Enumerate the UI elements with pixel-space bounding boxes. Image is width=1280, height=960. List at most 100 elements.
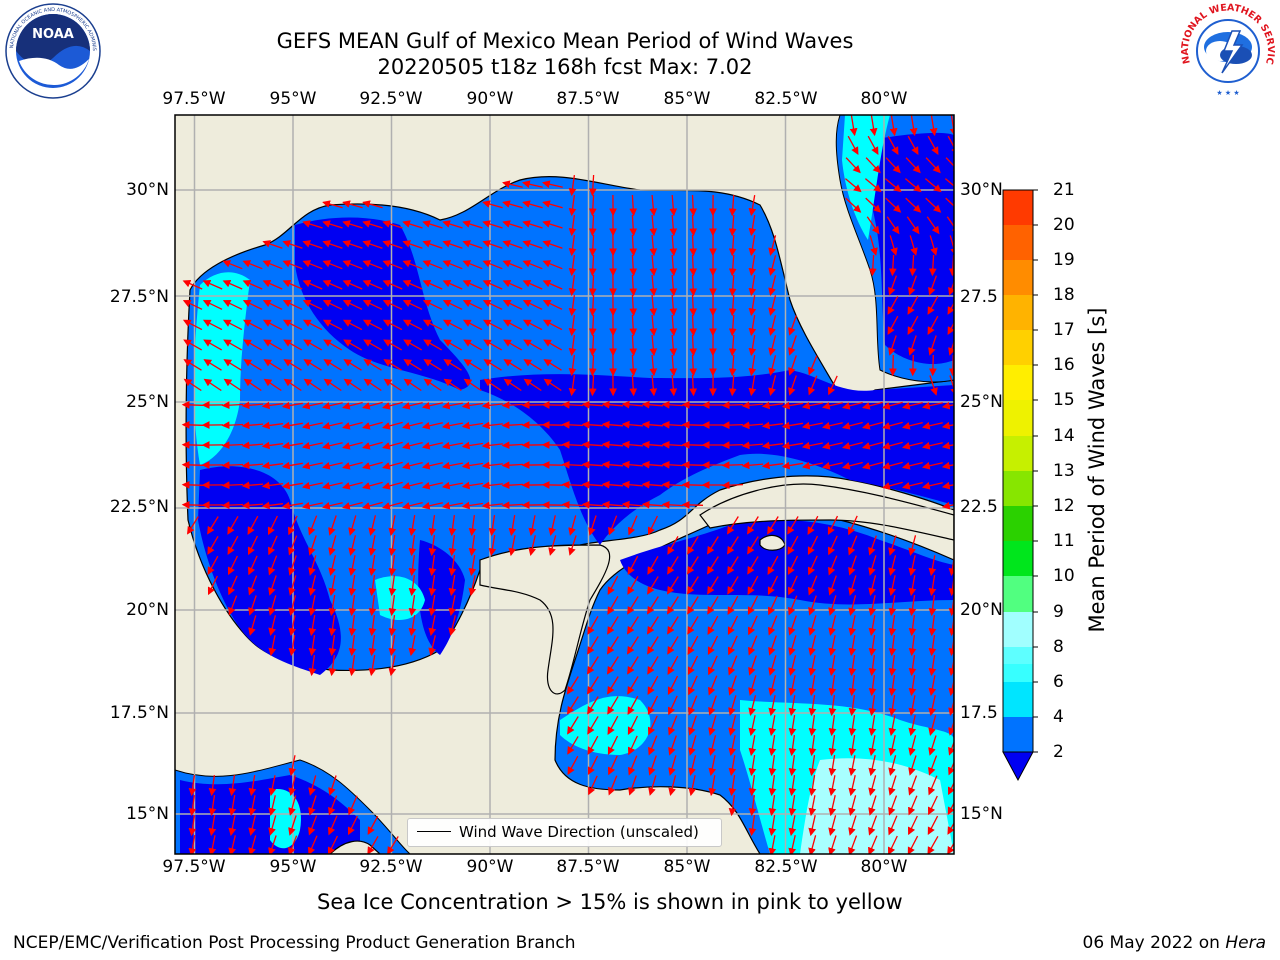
wind-wave-arrow [301, 441, 323, 450]
wind-wave-arrow [948, 656, 954, 677]
wind-wave-arrow [522, 319, 543, 331]
wind-wave-arrow [542, 319, 563, 331]
wind-wave-arrow [408, 575, 417, 597]
wind-wave-arrow [322, 220, 343, 229]
wind-wave-arrow [308, 815, 318, 836]
wind-wave-arrow [587, 696, 599, 715]
wind-wave-arrow [288, 835, 298, 854]
wind-wave-arrow [669, 334, 678, 357]
wind-wave-arrow [442, 299, 463, 310]
wind-wave-arrow [522, 260, 543, 270]
wind-wave-arrow [528, 535, 536, 556]
wind-wave-arrow [788, 815, 797, 837]
wind-wave-arrow [421, 461, 443, 470]
wind-wave-arrow [741, 401, 764, 410]
wind-wave-arrow [428, 575, 437, 597]
wind-wave-arrow [862, 401, 883, 410]
wind-wave-arrow [388, 634, 397, 657]
wind-wave-arrow [748, 274, 757, 297]
wind-wave-arrow [928, 275, 938, 296]
wind-wave-arrow [542, 200, 563, 209]
wind-wave-arrow [848, 535, 858, 556]
wind-wave-arrow [908, 695, 917, 717]
wind-wave-arrow [308, 835, 318, 854]
wind-wave-arrow [588, 294, 597, 317]
wind-wave-arrow [482, 240, 503, 249]
wind-wave-arrow [462, 220, 483, 229]
wind-wave-arrow [627, 596, 639, 615]
wind-wave-arrow [681, 440, 704, 449]
wind-wave-arrow [348, 555, 357, 577]
wind-wave-arrow [302, 220, 323, 229]
wind-wave-arrow [828, 655, 837, 677]
wind-wave-arrow [689, 334, 698, 357]
wind-wave-arrow [788, 675, 797, 697]
wind-wave-arrow [322, 402, 343, 410]
wind-wave-arrow [727, 635, 738, 656]
wind-wave-arrow [888, 655, 897, 677]
wind-wave-arrow [202, 299, 223, 310]
wind-wave-arrow [647, 636, 659, 655]
wind-wave-arrow [947, 135, 954, 155]
lon-tick-bottom: 95°W [269, 857, 317, 877]
wind-wave-arrow [868, 755, 877, 777]
wind-wave-arrow [948, 615, 954, 637]
wind-wave-arrow [242, 280, 263, 290]
colorbar-tick-label: 8 [1053, 637, 1064, 657]
wind-wave-arrow [483, 339, 503, 351]
wind-wave-arrow [268, 635, 277, 657]
wind-wave-arrow [627, 575, 639, 595]
wind-wave-arrow [621, 460, 644, 469]
wind-wave-arrow [481, 481, 503, 490]
wind-wave-arrow [647, 576, 659, 595]
wind-wave-arrow [268, 815, 277, 836]
wind-wave-arrow [263, 339, 283, 351]
wind-wave-arrow [403, 339, 423, 351]
wind-wave-arrow [689, 254, 698, 277]
wind-wave-arrow [728, 314, 737, 337]
wind-wave-arrow [302, 260, 323, 270]
wind-wave-arrow [707, 576, 719, 595]
wind-wave-arrow [669, 234, 678, 257]
wind-wave-arrow [347, 815, 358, 836]
wind-wave-arrow [708, 775, 717, 797]
wind-wave-arrow [523, 339, 543, 351]
wind-wave-arrow [908, 775, 918, 796]
wind-wave-arrow [442, 260, 463, 270]
wind-wave-arrow [669, 314, 678, 337]
wind-wave-arrow [748, 795, 757, 817]
colorbar-segment [1003, 295, 1033, 330]
wind-wave-arrow [828, 615, 837, 636]
wind-wave-arrow [728, 675, 737, 696]
wind-wave-arrow [867, 135, 879, 155]
wind-wave-arrow [181, 500, 204, 509]
wind-wave-arrow [681, 460, 704, 469]
wind-wave-arrow [241, 481, 264, 490]
wind-wave-arrow [761, 441, 783, 450]
wind-wave-arrow [462, 240, 483, 249]
wind-wave-arrow [888, 335, 897, 356]
wind-wave-arrow [607, 735, 619, 756]
wind-wave-arrow [907, 135, 919, 155]
wind-wave-arrow [383, 378, 402, 392]
wind-wave-arrow [927, 295, 939, 315]
wind-wave-arrow [888, 275, 898, 296]
wind-wave-arrow [949, 115, 954, 137]
wind-wave-arrow [848, 575, 857, 596]
wind-wave-arrow [768, 275, 777, 296]
wind-wave-arrow [728, 735, 737, 757]
wind-wave-arrow [262, 280, 283, 290]
wind-wave-arrow [308, 635, 317, 657]
wind-wave-arrow [348, 795, 358, 816]
wind-wave-arrow [627, 715, 639, 736]
wind-wave-arrow [947, 842, 954, 854]
wind-wave-arrow [868, 555, 877, 576]
wind-wave-arrow [223, 359, 242, 371]
wind-wave-arrow [808, 694, 817, 717]
wind-wave-arrow [408, 555, 417, 577]
wind-wave-arrow [581, 440, 604, 449]
wind-wave-arrow [868, 675, 877, 697]
wind-wave-arrow [502, 299, 523, 310]
wind-wave-arrow [408, 635, 417, 657]
